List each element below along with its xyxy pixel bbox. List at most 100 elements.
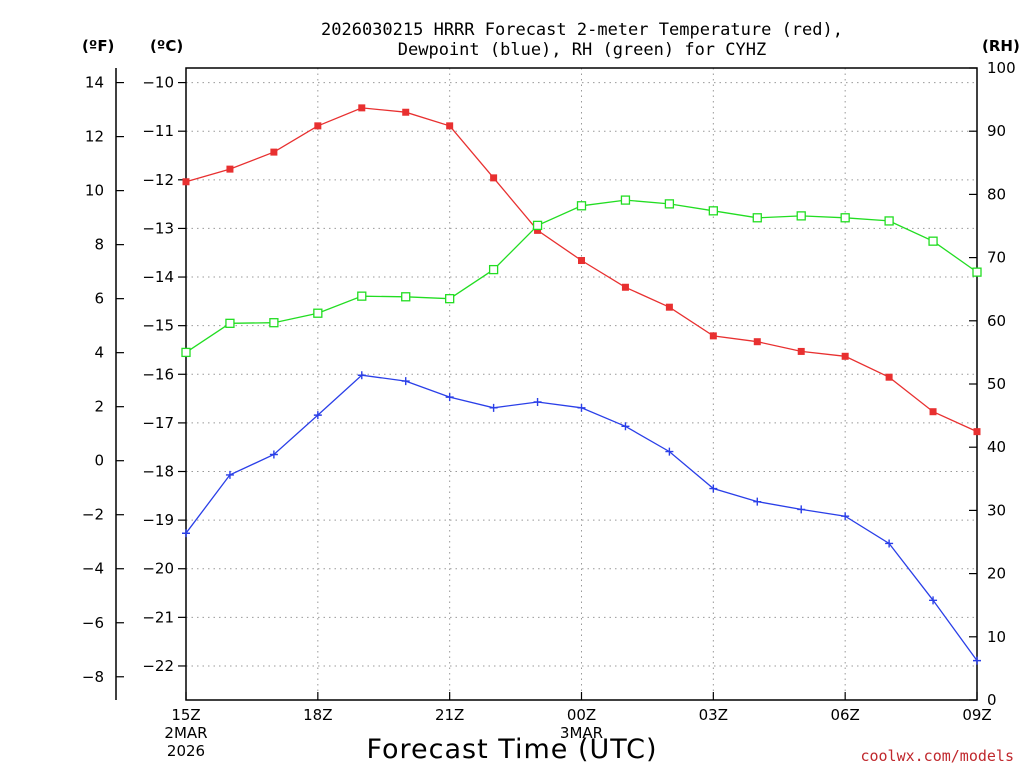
time-tick-year: 2026: [167, 742, 205, 760]
celsius-tick-label: −18: [142, 463, 174, 481]
temperature-point: [665, 303, 673, 311]
rh-tick-label: 90: [987, 122, 1006, 140]
fahrenheit-tick-label: −4: [82, 560, 104, 578]
dewpoint-point: [313, 411, 322, 420]
temperature-point: [402, 108, 410, 116]
temperature-point: [753, 338, 761, 346]
unit-rh: (RH): [982, 37, 1020, 55]
dewpoint-point: [973, 656, 981, 665]
fahrenheit-tick-label: 8: [94, 236, 104, 254]
temperature-point: [841, 352, 849, 360]
rh-point: [840, 213, 850, 223]
dewpoint-point: [533, 397, 542, 406]
time-tick-label: 03Z: [699, 706, 728, 724]
dewpoint-point: [709, 484, 718, 493]
temperature-point: [797, 347, 805, 355]
temperature-point: [358, 104, 366, 112]
rh-tick-label: 60: [987, 312, 1006, 330]
fahrenheit-tick-label: 2: [94, 398, 104, 416]
fahrenheit-tick-label: 4: [94, 344, 104, 362]
rh-point: [532, 220, 543, 231]
rh-point: [401, 292, 411, 302]
rh-point: [620, 195, 631, 205]
celsius-tick-label: −16: [142, 365, 174, 383]
rh-tick-label: 80: [987, 185, 1006, 203]
temperature-point: [314, 122, 322, 130]
dewpoint-point: [797, 505, 806, 514]
dewpoint-point: [577, 403, 586, 412]
celsius-tick-label: −14: [142, 268, 174, 286]
dewpoint-point: [269, 450, 278, 459]
temperature-point: [182, 178, 190, 186]
fahrenheit-tick-label: 0: [94, 452, 104, 470]
dewpoint-point: [929, 596, 938, 605]
celsius-tick-label: −21: [142, 608, 174, 626]
fahrenheit-axis: 14 12 10 8 6 4 2 0 −2 −4 −6 −8: [82, 74, 124, 686]
chart-title-line1: 2026030215 HRRR Forecast 2-meter Tempera…: [321, 20, 843, 40]
rh-tick-label: 10: [987, 628, 1006, 646]
temperature-point: [490, 174, 498, 182]
credit-text: coolwx.com/models: [860, 747, 1014, 765]
grid-lines: [186, 68, 977, 700]
time-tick-label: 00Z: [567, 706, 596, 724]
rh-tick-label: 30: [987, 501, 1006, 519]
rh-point: [884, 216, 894, 226]
rh-point: [752, 213, 762, 223]
rh-tick-label: 100: [987, 59, 1016, 77]
time-tick-date: 2MAR: [164, 724, 207, 742]
rh-point: [708, 206, 718, 216]
celsius-axis: −10 −11 −12 −13 −14 −15 −16 −17 −18 −19 −20 −21 −22: [142, 74, 186, 675]
rh-point: [664, 199, 675, 209]
dewpoint-point: [357, 371, 366, 380]
dewpoint-point: [225, 470, 234, 479]
rh-point: [576, 201, 587, 211]
temperature-point: [534, 226, 542, 234]
dewpoint-point: [665, 447, 674, 456]
time-tick-date: 3MAR: [560, 724, 603, 742]
rh-point: [488, 264, 499, 275]
unit-celsius: (ºC): [150, 37, 183, 55]
fahrenheit-tick-label: −6: [82, 614, 104, 632]
series-layer: [181, 104, 982, 665]
rh-point: [357, 291, 367, 301]
time-tick-label: 09Z: [962, 706, 991, 724]
rh-point: [796, 211, 806, 221]
rh-tick-label: 20: [987, 565, 1006, 583]
rh-tick-label: 50: [987, 375, 1006, 393]
celsius-tick-label: −10: [142, 74, 174, 92]
temperature-point: [270, 148, 278, 156]
rh-series: [181, 195, 982, 358]
temperature-point: [446, 122, 454, 130]
rh-point: [972, 267, 982, 277]
fahrenheit-tick-label: −2: [82, 506, 104, 524]
fahrenheit-tick-label: 12: [85, 128, 104, 146]
dewpoint-point: [445, 393, 454, 402]
celsius-tick-label: −11: [142, 122, 174, 140]
time-tick-label: 06Z: [830, 706, 859, 724]
temperature-point: [578, 257, 585, 265]
celsius-tick-label: −17: [142, 414, 174, 432]
celsius-tick-label: −20: [142, 560, 174, 578]
temperature-point: [226, 165, 234, 173]
time-tick-label: 18Z: [303, 706, 332, 724]
rh-tick-label: 40: [987, 438, 1006, 456]
dewpoint-point: [182, 529, 190, 538]
celsius-tick-label: −12: [142, 171, 174, 189]
dewpoint-point: [753, 497, 762, 506]
celsius-tick-label: −13: [142, 219, 174, 237]
dewpoint-point: [885, 539, 894, 548]
temperature-point: [973, 428, 981, 436]
temperature-series: [182, 104, 981, 436]
x-axis-label: Forecast Time (UTC): [366, 734, 657, 765]
rh-point: [928, 236, 938, 246]
rh-tick-label: 70: [987, 249, 1006, 267]
temperature-point: [709, 332, 717, 340]
time-tick-label: 15Z: [171, 706, 200, 724]
temperature-point: [929, 408, 937, 416]
temperature-point: [621, 283, 629, 291]
rh-point: [313, 308, 323, 318]
dewpoint-point: [489, 403, 498, 412]
